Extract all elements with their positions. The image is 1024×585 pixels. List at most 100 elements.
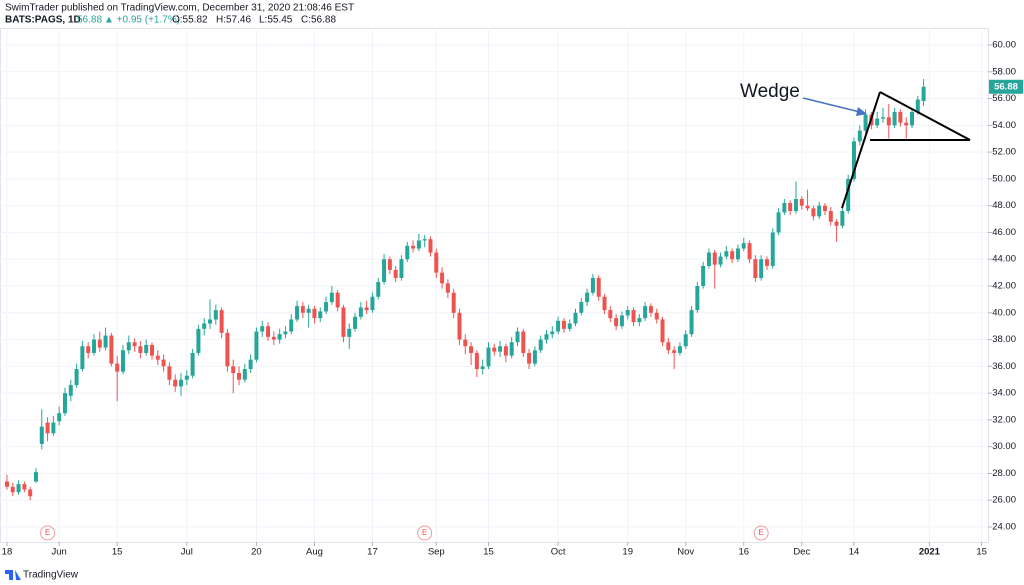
candle-body [68, 385, 73, 396]
candle-body [416, 240, 421, 249]
candle-body [16, 484, 21, 493]
candle-body [666, 342, 671, 351]
candle-body [805, 205, 810, 209]
candle-body [875, 118, 880, 126]
candle-body [724, 251, 729, 257]
candle-body [254, 331, 259, 360]
x-tick-label: Oct [551, 547, 566, 558]
candle-body [138, 346, 143, 353]
event-marker [753, 525, 769, 541]
x-tick-label: 19 [622, 547, 633, 558]
candle-body [880, 117, 885, 119]
candle-body [39, 426, 44, 444]
candle-body [811, 208, 816, 217]
candle-body [672, 350, 677, 353]
y-tick-label: 36.00 [992, 361, 1016, 372]
candle-body [434, 252, 439, 273]
candle-body [22, 484, 27, 490]
candle-body [335, 292, 340, 308]
candle-body [753, 259, 758, 278]
candle-body [190, 352, 195, 376]
candle-body [770, 232, 775, 266]
y-tick-label: 52.00 [992, 147, 1016, 158]
candle-body [764, 259, 769, 266]
x-tick-label: 17 [367, 547, 378, 558]
candle-body [463, 339, 468, 347]
candle-body [579, 302, 584, 313]
candle-body [57, 413, 62, 422]
price-tag-label: 56.88 [994, 81, 1018, 92]
candle-body [921, 86, 926, 101]
candle-body [341, 307, 346, 337]
candle-body [370, 296, 375, 311]
footer: TradingView [5, 570, 79, 581]
candle-body [683, 334, 688, 347]
candle-body [851, 141, 856, 179]
x-tick-label: 15 [483, 547, 494, 558]
candle-body [614, 318, 619, 327]
candle-body [248, 359, 253, 370]
candle-body [863, 114, 868, 131]
candle-body [411, 245, 416, 249]
x-tick-label: 15 [976, 547, 987, 558]
wedge-line [879, 91, 971, 141]
candle-body [10, 486, 15, 493]
brand: TradingView [23, 570, 79, 581]
candle-body [103, 335, 108, 348]
plot-frame [0, 28, 989, 543]
candle-body [150, 344, 154, 356]
symbol: BATS:PAGS, 1D [5, 15, 81, 26]
event-label: E [422, 528, 427, 537]
candle-body [550, 331, 555, 335]
candle-body [822, 205, 827, 212]
candle-body [422, 239, 427, 241]
candle-body [74, 369, 79, 386]
candle-body [480, 366, 485, 370]
candles [4, 79, 926, 501]
candle-body [817, 205, 822, 217]
candle-body [45, 422, 50, 434]
y-tick-label: 42.00 [992, 281, 1016, 292]
candle-body [788, 202, 793, 212]
candle-body [219, 310, 224, 333]
candle-body [80, 346, 85, 370]
candle-body [654, 312, 659, 320]
candle-body [86, 346, 91, 353]
candle-body [840, 211, 845, 226]
candle-body [295, 306, 300, 320]
candle-body [109, 335, 114, 364]
candle-body [590, 277, 595, 293]
candle-body [266, 326, 271, 337]
candle-body [318, 311, 323, 319]
candle-body [730, 251, 735, 260]
x-tick-label: 16 [738, 547, 749, 558]
candle-body [289, 319, 294, 332]
candle-body [846, 178, 851, 212]
candle-body [97, 339, 102, 348]
candle-body [376, 281, 381, 297]
candle-body [759, 259, 764, 278]
y-tick-label: 58.00 [992, 66, 1016, 77]
candle-body [364, 307, 369, 311]
y-tick-label: 40.00 [992, 307, 1016, 318]
candle-body [776, 212, 781, 233]
candle-body [306, 308, 311, 313]
candle-body [155, 355, 160, 360]
y-tick-label: 44.00 [992, 254, 1016, 265]
candle-body [33, 472, 38, 482]
candle-body [179, 379, 184, 387]
logo [5, 570, 21, 580]
candle-body [782, 202, 787, 213]
x-tick-label: 2021 [919, 547, 941, 558]
candle-body [828, 211, 833, 222]
candle-body [492, 347, 497, 352]
candle-body [277, 334, 282, 340]
candle-body [689, 310, 694, 335]
candle-body [144, 344, 149, 353]
x-tick-label: Sep [428, 547, 445, 558]
y-tick-label: 54.00 [992, 120, 1016, 131]
symbol-line: BATS:PAGS, 1D 56.88 ▲ +0.95 (+1.7%) O:55… [5, 15, 336, 26]
candle-body [428, 239, 433, 253]
